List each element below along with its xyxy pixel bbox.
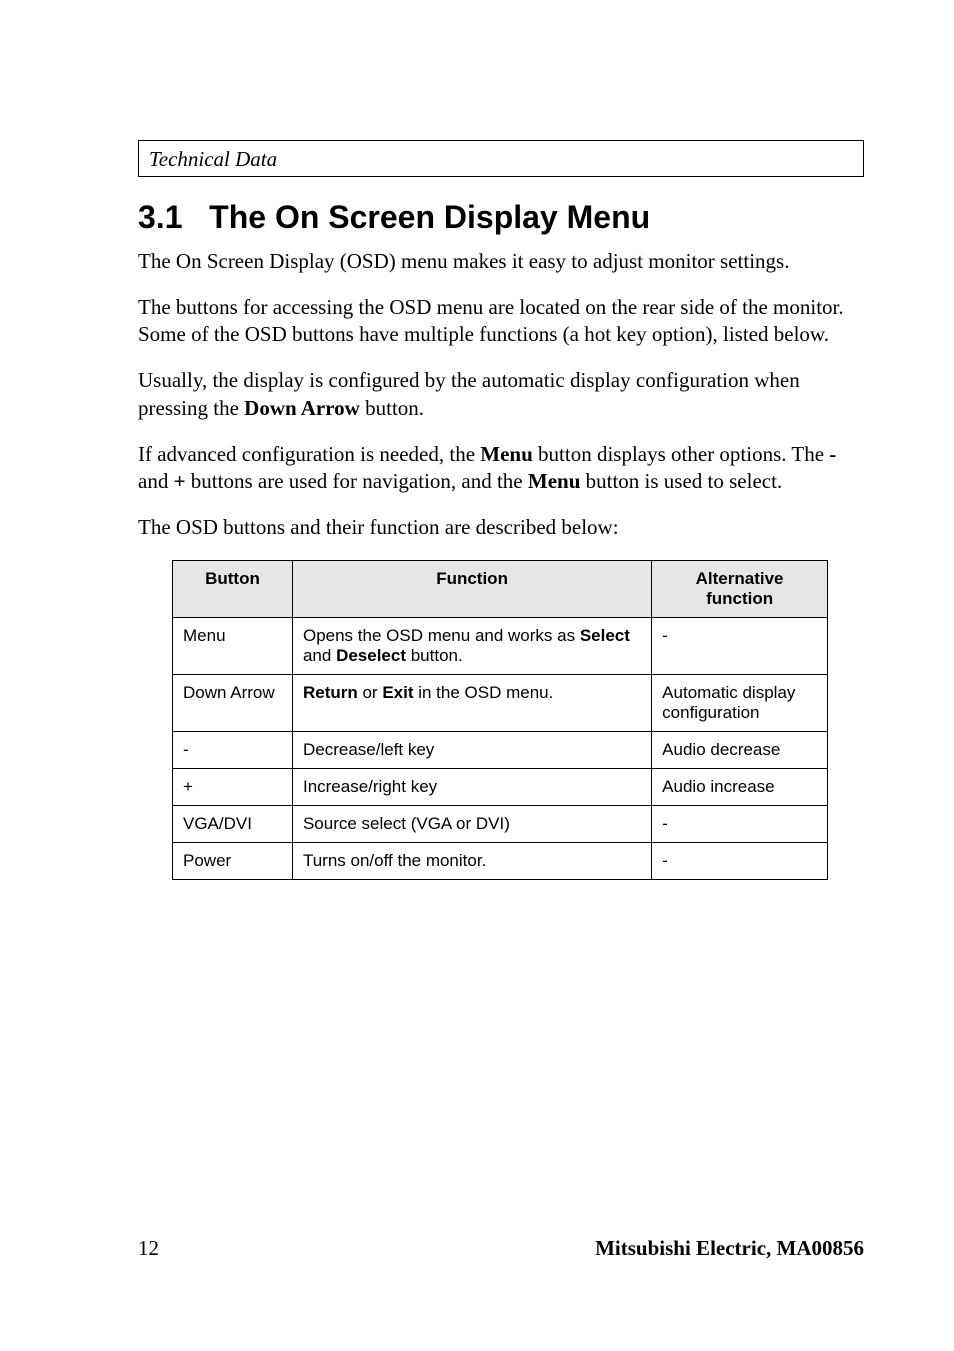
section-title-text: The On Screen Display Menu — [209, 199, 650, 235]
section-number: 3.1 — [138, 199, 182, 235]
p4-plus: + — [174, 469, 186, 493]
func-mid: and — [303, 646, 336, 665]
func-b2: Deselect — [336, 646, 406, 665]
osd-table: Button Function Alternative function Men… — [172, 560, 828, 880]
cell-function: Source select (VGA or DVI) — [292, 805, 651, 842]
cell-function: Decrease/left key — [292, 731, 651, 768]
func-pre: Opens the OSD menu and works as — [303, 626, 580, 645]
paragraph-3: Usually, the display is configured by th… — [138, 367, 864, 422]
paragraph-2: The buttons for accessing the OSD menu a… — [138, 294, 864, 349]
cell-alt: Automatic display configuration — [652, 674, 828, 731]
cell-button: Down Arrow — [173, 674, 293, 731]
paragraph-5: The OSD buttons and their function are d… — [138, 514, 864, 542]
cell-button: + — [173, 768, 293, 805]
p4-menu1: Menu — [480, 442, 533, 466]
p4-d: buttons are used for navigation, and the — [186, 469, 528, 493]
cell-function: Increase/right key — [292, 768, 651, 805]
cell-button: VGA/DVI — [173, 805, 293, 842]
cell-alt: Audio decrease — [652, 731, 828, 768]
table-row: Power Turns on/off the monitor. - — [173, 842, 828, 879]
th-function: Function — [292, 560, 651, 617]
cell-alt: - — [652, 842, 828, 879]
func-b2: Exit — [382, 683, 413, 702]
th-alt: Alternative function — [652, 560, 828, 617]
cell-function: Opens the OSD menu and works as Select a… — [292, 617, 651, 674]
p3-pre: Usually, the display is configured by th… — [138, 368, 800, 420]
p4-minus: - — [829, 442, 836, 466]
cell-button: Power — [173, 842, 293, 879]
header-box: Technical Data — [138, 140, 864, 177]
func-mid: or — [358, 683, 383, 702]
table-row: VGA/DVI Source select (VGA or DVI) - — [173, 805, 828, 842]
page-number: 12 — [138, 1236, 159, 1261]
table-row: + Increase/right key Audio increase — [173, 768, 828, 805]
func-b1: Return — [303, 683, 358, 702]
func-post: in the OSD menu. — [414, 683, 554, 702]
paragraph-1: The On Screen Display (OSD) menu makes i… — [138, 248, 864, 276]
footer: 12 Mitsubishi Electric, MA00856 — [138, 1236, 864, 1261]
cell-function: Return or Exit in the OSD menu. — [292, 674, 651, 731]
p3-bold: Down Arrow — [244, 396, 360, 420]
paragraph-4: If advanced configuration is needed, the… — [138, 441, 864, 496]
cell-alt: Audio increase — [652, 768, 828, 805]
p4-menu2: Menu — [528, 469, 581, 493]
cell-alt: - — [652, 805, 828, 842]
p4-b: button displays other options. The — [533, 442, 830, 466]
table-row: - Decrease/left key Audio decrease — [173, 731, 828, 768]
p3-post: button. — [360, 396, 424, 420]
cell-button: Menu — [173, 617, 293, 674]
cell-function: Turns on/off the monitor. — [292, 842, 651, 879]
document-reference: Mitsubishi Electric, MA00856 — [595, 1236, 864, 1261]
func-post: button. — [406, 646, 463, 665]
p4-c: and — [138, 469, 174, 493]
section-heading: 3.1 The On Screen Display Menu — [138, 199, 864, 236]
table-row: Down Arrow Return or Exit in the OSD men… — [173, 674, 828, 731]
page: Technical Data 3.1 The On Screen Display… — [0, 0, 954, 1351]
p4-e: button is used to select. — [580, 469, 782, 493]
cell-button: - — [173, 731, 293, 768]
table-row: Menu Opens the OSD menu and works as Sel… — [173, 617, 828, 674]
p4-a: If advanced configuration is needed, the — [138, 442, 480, 466]
header-title: Technical Data — [149, 147, 277, 171]
cell-alt: - — [652, 617, 828, 674]
th-button: Button — [173, 560, 293, 617]
func-b1: Select — [580, 626, 630, 645]
table-header-row: Button Function Alternative function — [173, 560, 828, 617]
